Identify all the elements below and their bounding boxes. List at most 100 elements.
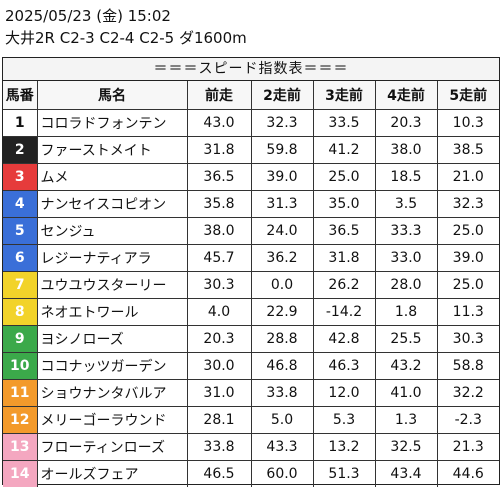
col-header-last: 前走 bbox=[186, 81, 252, 110]
table-row: 12 メリーゴーラウンド 28.1 5.0 5.3 1.3 -2.3 bbox=[3, 405, 499, 434]
speed-index-cell: 32.3 bbox=[436, 189, 499, 218]
speed-index-cell: 31.8 bbox=[186, 135, 252, 164]
header-row: 馬番 馬名 前走 2走前 3走前 4走前 5走前 bbox=[3, 81, 499, 110]
speed-index-cell: 21.0 bbox=[436, 162, 499, 191]
table-row: 4 ナンセイスコピオン 35.8 31.3 35.0 3.5 32.3 bbox=[3, 189, 499, 218]
speed-index-cell: 33.0 bbox=[374, 243, 438, 272]
speed-index-cell: 24.0 bbox=[250, 216, 314, 245]
speed-index-cell: 11.3 bbox=[436, 297, 499, 326]
speed-index-panel: ＝＝＝スピード指数表＝＝＝ 馬番 馬名 前走 2走前 3走前 4走前 5走前 1… bbox=[2, 57, 500, 487]
speed-index-cell: 20.3 bbox=[186, 324, 252, 353]
horse-number-cell: 9 bbox=[3, 324, 38, 353]
speed-index-cell: 32.2 bbox=[436, 378, 499, 407]
speed-index-cell: 33.3 bbox=[374, 216, 438, 245]
speed-index-cell: 35.0 bbox=[312, 189, 376, 218]
speed-index-cell: 43.2 bbox=[374, 351, 438, 380]
speed-index-cell: 0.0 bbox=[250, 270, 314, 299]
speed-index-cell: 1.3 bbox=[374, 405, 438, 434]
table-row: 1 コロラドフォンテン 43.0 32.3 33.5 20.3 10.3 bbox=[3, 108, 499, 137]
speed-index-cell: 1.8 bbox=[374, 297, 438, 326]
col-header-4back: 4走前 bbox=[374, 81, 438, 110]
speed-index-cell: 39.0 bbox=[250, 162, 314, 191]
speed-index-cell: -14.2 bbox=[312, 297, 376, 326]
speed-index-cell: 25.0 bbox=[436, 216, 499, 245]
col-header-name: 馬名 bbox=[36, 81, 188, 110]
horse-number-cell: 3 bbox=[3, 162, 38, 191]
horse-number-cell: 1 bbox=[3, 108, 38, 137]
speed-index-cell: 18.5 bbox=[374, 162, 438, 191]
speed-index-cell: 33.5 bbox=[312, 108, 376, 137]
horse-name-cell: ナンセイスコピオン bbox=[36, 189, 188, 218]
horse-number-cell: 12 bbox=[3, 405, 38, 434]
speed-index-cell: 25.5 bbox=[374, 324, 438, 353]
table-row: 10 ココナッツガーデン 30.0 46.8 46.3 43.2 58.8 bbox=[3, 351, 499, 380]
table-row: 7 ユウユウスターリー 30.3 0.0 26.2 28.0 25.0 bbox=[3, 270, 499, 299]
speed-index-cell: 35.8 bbox=[186, 189, 252, 218]
horse-name-cell: ココナッツガーデン bbox=[36, 351, 188, 380]
speed-index-cell: 5.3 bbox=[312, 405, 376, 434]
speed-index-cell: 59.8 bbox=[250, 135, 314, 164]
speed-index-cell: 31.3 bbox=[250, 189, 314, 218]
horse-number-cell: 7 bbox=[3, 270, 38, 299]
col-header-number: 馬番 bbox=[3, 81, 38, 110]
speed-index-cell: 25.0 bbox=[436, 270, 499, 299]
speed-index-cell: 36.5 bbox=[186, 162, 252, 191]
speed-index-cell: 22.9 bbox=[250, 297, 314, 326]
speed-index-cell: 28.0 bbox=[374, 270, 438, 299]
horse-number-cell: 10 bbox=[3, 351, 38, 380]
speed-index-cell: 10.3 bbox=[436, 108, 499, 137]
horse-number-cell: 6 bbox=[3, 243, 38, 272]
speed-index-cell: 31.0 bbox=[186, 378, 252, 407]
speed-index-cell: 12.0 bbox=[312, 378, 376, 407]
table-row: 11 ショウナンタバルア 31.0 33.8 12.0 41.0 32.2 bbox=[3, 378, 499, 407]
speed-index-cell: -2.3 bbox=[436, 405, 499, 434]
horse-name-cell: ネオエトワール bbox=[36, 297, 188, 326]
speed-index-cell: 31.8 bbox=[312, 243, 376, 272]
table-title: ＝＝＝スピード指数表＝＝＝ bbox=[3, 58, 499, 81]
speed-index-cell: 46.8 bbox=[250, 351, 314, 380]
speed-index-cell: 30.3 bbox=[436, 324, 499, 353]
horse-name-cell: ムメ bbox=[36, 162, 188, 191]
table-row: 2 ファーストメイト 31.8 59.8 41.2 38.0 38.5 bbox=[3, 135, 499, 164]
table-row: 13 フローティンローズ 33.8 43.3 13.2 32.5 21.3 bbox=[3, 432, 499, 461]
speed-index-cell: 41.0 bbox=[374, 378, 438, 407]
horse-number-cell: 5 bbox=[3, 216, 38, 245]
horse-name-cell: ファーストメイト bbox=[36, 135, 188, 164]
speed-index-cell: 43.0 bbox=[186, 108, 252, 137]
horse-name-cell: センジュ bbox=[36, 216, 188, 245]
speed-index-cell: 45.7 bbox=[186, 243, 252, 272]
table-row: 5 センジュ 38.0 24.0 36.5 33.3 25.0 bbox=[3, 216, 499, 245]
speed-index-cell: 36.5 bbox=[312, 216, 376, 245]
speed-index-cell: 26.2 bbox=[312, 270, 376, 299]
horse-number-cell: 2 bbox=[3, 135, 38, 164]
speed-index-cell: 38.0 bbox=[186, 216, 252, 245]
speed-index-cell: 42.8 bbox=[312, 324, 376, 353]
speed-index-cell: 36.2 bbox=[250, 243, 314, 272]
speed-index-cell: 51.3 bbox=[312, 459, 376, 487]
race-datetime: 2025/05/23 (金) 15:02 bbox=[5, 7, 171, 25]
speed-index-cell: 20.3 bbox=[374, 108, 438, 137]
speed-index-cell: 3.5 bbox=[374, 189, 438, 218]
speed-index-cell: 43.4 bbox=[374, 459, 438, 487]
horse-number-cell: 8 bbox=[3, 297, 38, 326]
horse-name-cell: オールズフェア bbox=[36, 459, 188, 487]
speed-index-cell: 33.8 bbox=[250, 378, 314, 407]
speed-index-cell: 30.3 bbox=[186, 270, 252, 299]
speed-index-cell: 38.5 bbox=[436, 135, 499, 164]
speed-index-cell: 60.0 bbox=[250, 459, 314, 487]
speed-index-cell: 43.3 bbox=[250, 432, 314, 461]
horse-number-cell: 13 bbox=[3, 432, 38, 461]
speed-index-cell: 44.6 bbox=[436, 459, 499, 487]
header: 2025/05/23 (金) 15:02 大井2R C2-3 C2-4 C2-5… bbox=[5, 5, 247, 49]
speed-index-cell: 25.0 bbox=[312, 162, 376, 191]
race-info: 大井2R C2-3 C2-4 C2-5 ダ1600m bbox=[5, 29, 247, 47]
speed-index-cell: 13.2 bbox=[312, 432, 376, 461]
horse-name-cell: レジーナティアラ bbox=[36, 243, 188, 272]
speed-index-cell: 46.5 bbox=[186, 459, 252, 487]
speed-index-cell: 4.0 bbox=[186, 297, 252, 326]
table-row: 3 ムメ 36.5 39.0 25.0 18.5 21.0 bbox=[3, 162, 499, 191]
horse-number-cell: 11 bbox=[3, 378, 38, 407]
table-row: 9 ヨシノローズ 20.3 28.8 42.8 25.5 30.3 bbox=[3, 324, 499, 353]
speed-index-cell: 28.8 bbox=[250, 324, 314, 353]
speed-index-cell: 38.0 bbox=[374, 135, 438, 164]
